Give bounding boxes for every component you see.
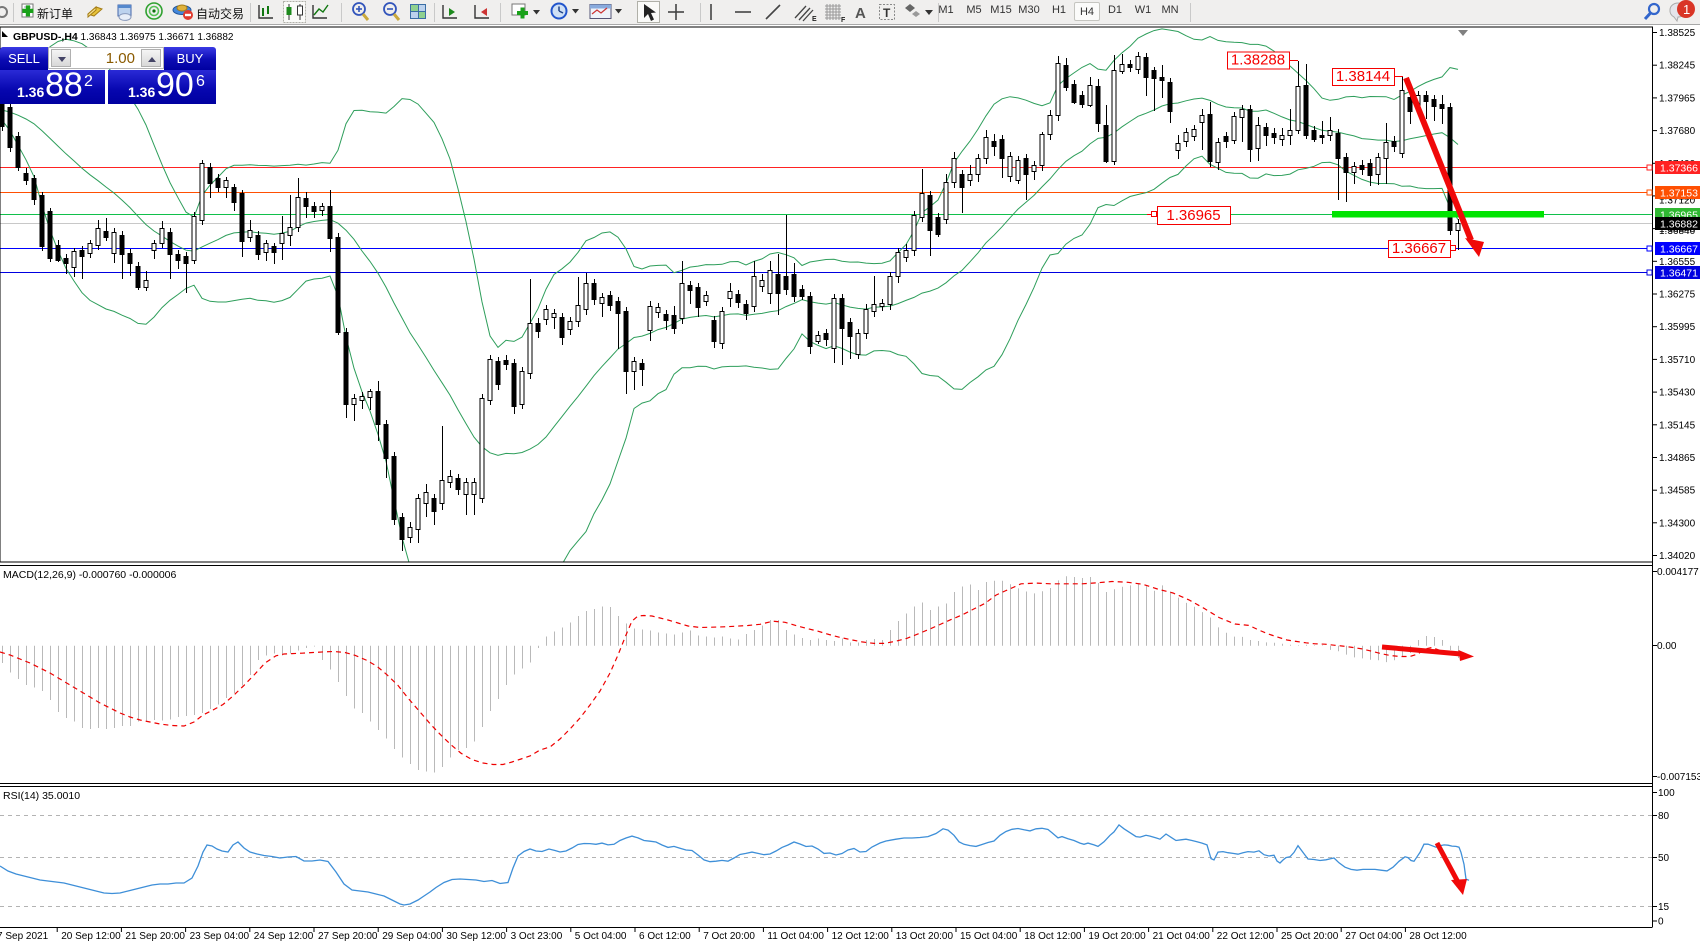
svg-text:0.004177: 0.004177: [1657, 567, 1699, 578]
svg-text:1.38245: 1.38245: [1659, 61, 1696, 72]
svg-text:1.37153: 1.37153: [1660, 188, 1698, 200]
svg-text:27 Oct 04:00: 27 Oct 04:00: [1345, 931, 1403, 942]
svg-text:0: 0: [1658, 917, 1664, 928]
svg-text:0.00: 0.00: [1657, 641, 1677, 652]
svg-text:1.36667: 1.36667: [1392, 240, 1446, 257]
svg-text:1.38288: 1.38288: [1231, 52, 1285, 69]
svg-text:20 Sep 12:00: 20 Sep 12:00: [61, 931, 121, 942]
svg-text:GBPUSD-,H4 1.36843 1.36975 1.: GBPUSD-,H4 1.36843 1.36975 1.36671 1.368…: [13, 31, 234, 43]
svg-text:7 Oct 20:00: 7 Oct 20:00: [703, 931, 755, 942]
svg-text:6 Oct 12:00: 6 Oct 12:00: [639, 931, 691, 942]
svg-text:1.34300: 1.34300: [1659, 518, 1696, 529]
svg-text:1.37120: 1.37120: [1659, 196, 1696, 207]
svg-text:80: 80: [1658, 811, 1670, 822]
svg-text:15 Oct 04:00: 15 Oct 04:00: [960, 931, 1018, 942]
svg-text:1.36840: 1.36840: [1659, 226, 1696, 237]
svg-text:RSI(14) 35.0010: RSI(14) 35.0010: [3, 790, 80, 802]
svg-text:22 Oct 12:00: 22 Oct 12:00: [1217, 931, 1275, 942]
svg-text:1.34865: 1.34865: [1659, 453, 1696, 464]
svg-text:1.36965: 1.36965: [1166, 207, 1220, 224]
svg-text:1.35710: 1.35710: [1659, 355, 1696, 366]
svg-text:28 Oct 12:00: 28 Oct 12:00: [1409, 931, 1467, 942]
svg-text:1.36471: 1.36471: [1660, 268, 1698, 280]
svg-text:1.36275: 1.36275: [1659, 290, 1696, 301]
svg-text:T: T: [883, 6, 891, 20]
svg-text:1.34585: 1.34585: [1659, 486, 1696, 497]
svg-text:1.37680: 1.37680: [1659, 126, 1696, 137]
svg-text:27 Sep 20:00: 27 Sep 20:00: [318, 931, 378, 942]
svg-text:18 Oct 12:00: 18 Oct 12:00: [1024, 931, 1082, 942]
svg-text:1.37965: 1.37965: [1659, 93, 1696, 104]
svg-text:100: 100: [1658, 788, 1675, 799]
svg-text:1.38144: 1.38144: [1336, 68, 1390, 85]
svg-text:12 Oct 12:00: 12 Oct 12:00: [832, 931, 890, 942]
svg-text:1.35145: 1.35145: [1659, 420, 1696, 431]
svg-text:F: F: [841, 17, 846, 24]
svg-text:5 Oct 04:00: 5 Oct 04:00: [575, 931, 627, 942]
svg-text:1.37366: 1.37366: [1660, 163, 1698, 175]
svg-text:24 Sep 12:00: 24 Sep 12:00: [254, 931, 314, 942]
svg-text:1.35995: 1.35995: [1659, 322, 1696, 333]
svg-text:7 Sep 2021: 7 Sep 2021: [0, 931, 49, 942]
svg-text:50: 50: [1658, 853, 1670, 864]
svg-text:30 Sep 12:00: 30 Sep 12:00: [446, 931, 506, 942]
svg-text:A: A: [855, 5, 866, 22]
svg-text:MACD(12,26,9) -0.000760 -0.000: MACD(12,26,9) -0.000760 -0.000006: [3, 569, 177, 581]
svg-text:21 Oct 04:00: 21 Oct 04:00: [1153, 931, 1211, 942]
svg-text:1.36555: 1.36555: [1659, 257, 1696, 268]
svg-text:15: 15: [1658, 902, 1670, 913]
svg-text:1.36667: 1.36667: [1660, 244, 1698, 256]
svg-text:-0.007153: -0.007153: [1657, 772, 1700, 783]
svg-text:1: 1: [1683, 2, 1690, 17]
svg-text:29 Sep 04:00: 29 Sep 04:00: [382, 931, 442, 942]
svg-text:1.35430: 1.35430: [1659, 388, 1696, 399]
svg-text:19 Oct 20:00: 19 Oct 20:00: [1088, 931, 1146, 942]
svg-text:23 Sep 04:00: 23 Sep 04:00: [190, 931, 250, 942]
svg-text:11 Oct 04:00: 11 Oct 04:00: [767, 931, 824, 942]
svg-text:13 Oct 20:00: 13 Oct 20:00: [896, 931, 954, 942]
svg-text:1.34020: 1.34020: [1659, 551, 1696, 562]
svg-text:25 Oct 20:00: 25 Oct 20:00: [1281, 931, 1339, 942]
svg-text:E: E: [812, 16, 817, 23]
svg-text:1.38525: 1.38525: [1659, 28, 1696, 39]
svg-text:3 Oct 23:00: 3 Oct 23:00: [511, 931, 563, 942]
svg-text:21 Sep 20:00: 21 Sep 20:00: [125, 931, 185, 942]
svg-text:1.36882: 1.36882: [1660, 219, 1698, 231]
